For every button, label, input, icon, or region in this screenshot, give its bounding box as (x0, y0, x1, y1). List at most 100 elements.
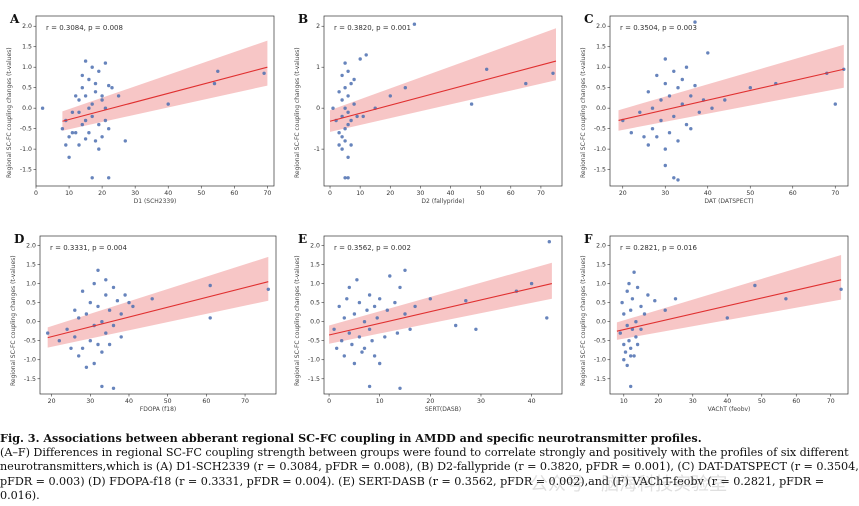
y-axis-label: Regional SC-FC coupling changes (t-value… (294, 255, 301, 386)
data-point (70, 131, 75, 135)
data-point (77, 316, 81, 320)
panel-letter: F (584, 232, 593, 246)
data-point (346, 110, 350, 115)
data-point (83, 59, 88, 63)
data-point (630, 297, 635, 301)
x-tick-label: 60 (230, 190, 238, 197)
y-tick-label: 2 (316, 23, 320, 30)
x-axis-label: D2 (fallypride) (421, 198, 465, 205)
data-point (663, 147, 667, 151)
data-point (365, 308, 369, 312)
y-tick-label: 1.5 (596, 44, 606, 51)
data-point (408, 327, 412, 331)
data-point (672, 69, 676, 74)
data-point (627, 281, 631, 286)
data-point (93, 90, 98, 94)
data-point (104, 331, 108, 335)
data-point (107, 342, 112, 347)
x-tick-label: 0 (34, 190, 38, 197)
data-point (629, 354, 633, 358)
y-tick-label: 0.0 (26, 319, 36, 326)
y-tick-label: -0.5 (308, 338, 320, 345)
data-point (632, 354, 636, 358)
panel-letter: D (14, 232, 25, 246)
y-axis-label: Regional SC-FC coupling changes (t-value… (10, 255, 17, 386)
data-point (650, 127, 655, 131)
data-point (331, 106, 335, 110)
data-point (77, 143, 81, 147)
x-tick-label: 60 (789, 190, 797, 197)
x-tick-label: 10 (356, 190, 364, 197)
data-point (80, 289, 85, 293)
data-point (385, 308, 389, 312)
data-point (680, 102, 684, 106)
x-tick-label: 30 (661, 190, 669, 197)
panel-letter: B (298, 12, 309, 26)
x-tick-label: 50 (164, 398, 172, 405)
y-tick-label: 1.5 (596, 262, 606, 269)
data-point (355, 278, 359, 282)
data-point (360, 350, 364, 354)
data-point (335, 346, 339, 350)
data-point (723, 98, 727, 102)
x-tick-label: 30 (131, 190, 139, 197)
y-tick-label: 2.0 (310, 243, 320, 250)
data-point (622, 312, 626, 316)
data-point (346, 94, 350, 98)
data-point (345, 297, 349, 301)
data-point (349, 118, 353, 123)
data-point (92, 361, 96, 366)
data-point (689, 127, 693, 131)
y-tick-label: 1.0 (310, 281, 320, 288)
data-point (524, 81, 528, 86)
data-point (725, 316, 729, 320)
data-point (107, 176, 111, 180)
data-point (622, 358, 626, 362)
y-tick-label: 1.0 (26, 281, 36, 288)
x-tick-label: 20 (426, 398, 434, 405)
panel-letter: E (298, 232, 308, 246)
data-point (753, 283, 757, 288)
x-axis-label: DAT (DATSPECT) (704, 198, 754, 205)
data-point (346, 176, 350, 180)
data-point (634, 320, 638, 324)
data-point (693, 20, 697, 24)
data-point (77, 98, 81, 102)
data-point (103, 118, 108, 123)
y-tick-label: 1.5 (310, 262, 320, 269)
data-point (352, 312, 357, 316)
y-tick-label: -1 (314, 146, 320, 153)
data-point (340, 147, 344, 151)
data-point (67, 135, 71, 139)
data-point (646, 90, 650, 94)
data-point (362, 346, 367, 350)
data-point (672, 114, 676, 119)
data-point (352, 361, 357, 366)
data-point (474, 327, 478, 331)
data-point (208, 283, 212, 288)
data-point (70, 110, 75, 115)
data-point (375, 316, 379, 320)
data-point (629, 308, 633, 312)
panel-letter: A (10, 12, 20, 26)
data-point (367, 293, 372, 297)
data-point (684, 122, 689, 127)
y-axis-label: Regional SC-FC coupling changes (t-value… (6, 47, 13, 178)
data-point (464, 299, 468, 303)
y-tick-label: -1.5 (308, 376, 320, 383)
y-tick-label: 0.5 (596, 300, 606, 307)
data-point (100, 135, 104, 139)
data-point (545, 316, 549, 320)
data-point (73, 308, 77, 312)
data-point (629, 131, 633, 135)
y-tick-label: -1.5 (24, 376, 36, 383)
data-point (676, 178, 680, 182)
y-tick-label: 0.5 (596, 85, 606, 92)
x-tick-label: 70 (263, 190, 271, 197)
data-point (620, 300, 624, 305)
y-tick-label: 0.5 (310, 300, 320, 307)
data-point (842, 67, 846, 71)
data-point (412, 22, 417, 26)
data-point (639, 327, 643, 331)
caption-body: (A–F) Differences in regional SC-FC coup… (0, 446, 859, 502)
